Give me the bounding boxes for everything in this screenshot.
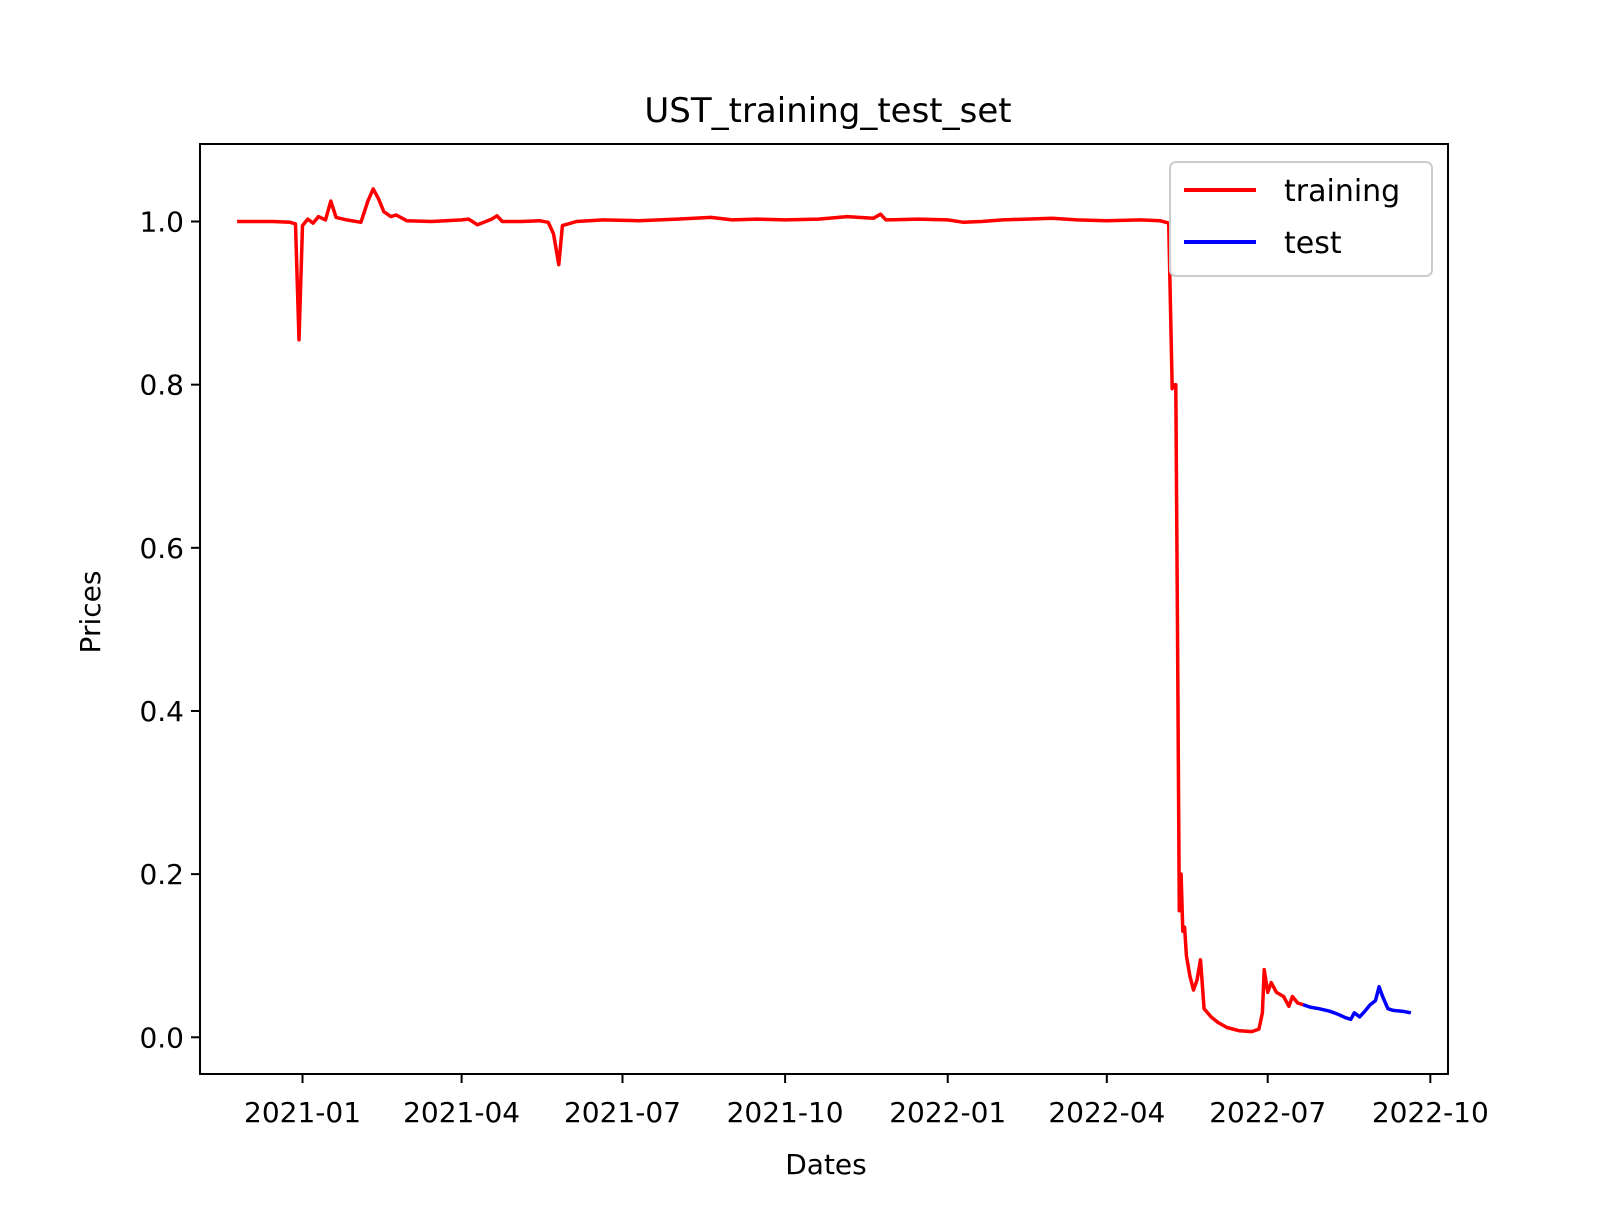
y-tick-label-5: 1.0 — [139, 206, 184, 239]
x-tick-label-1: 2021-04 — [403, 1096, 520, 1129]
legend-label-test: test — [1284, 226, 1342, 261]
x-tick-label-4: 2022-01 — [889, 1096, 1006, 1129]
legend: training test — [1169, 161, 1433, 277]
y-axis-label: Prices — [74, 571, 107, 654]
series-line-training — [237, 187, 1304, 1034]
chart-title: UST_training_test_set — [644, 91, 1011, 131]
y-tick-label-3: 0.6 — [139, 532, 184, 565]
y-tick-label-2: 0.4 — [139, 695, 184, 728]
y-tick-label-0: 0.0 — [139, 1021, 184, 1054]
x-tick-label-6: 2022-07 — [1209, 1096, 1326, 1129]
x-axis-label: Dates — [785, 1148, 867, 1181]
x-tick-label-5: 2022-04 — [1048, 1096, 1165, 1129]
y-tick-label-4: 0.8 — [139, 369, 184, 402]
series-line-test — [1302, 984, 1412, 1022]
legend-label-training: training — [1284, 174, 1400, 209]
plot-area — [237, 187, 1412, 1034]
x-axis: 2021-01 2021-04 2021-07 2021-10 2022-01 2022-… — [244, 1074, 1489, 1129]
x-tick-label-7: 2022-10 — [1372, 1096, 1489, 1129]
plot-frame — [199, 143, 1449, 1075]
y-axis: 0.0 0.2 0.4 0.6 0.8 1.0 — [139, 206, 200, 1054]
x-tick-label-3: 2021-10 — [727, 1096, 844, 1129]
x-tick-label-2: 2021-07 — [564, 1096, 681, 1129]
y-tick-label-1: 0.2 — [139, 858, 184, 891]
x-tick-label-0: 2021-01 — [244, 1096, 361, 1129]
